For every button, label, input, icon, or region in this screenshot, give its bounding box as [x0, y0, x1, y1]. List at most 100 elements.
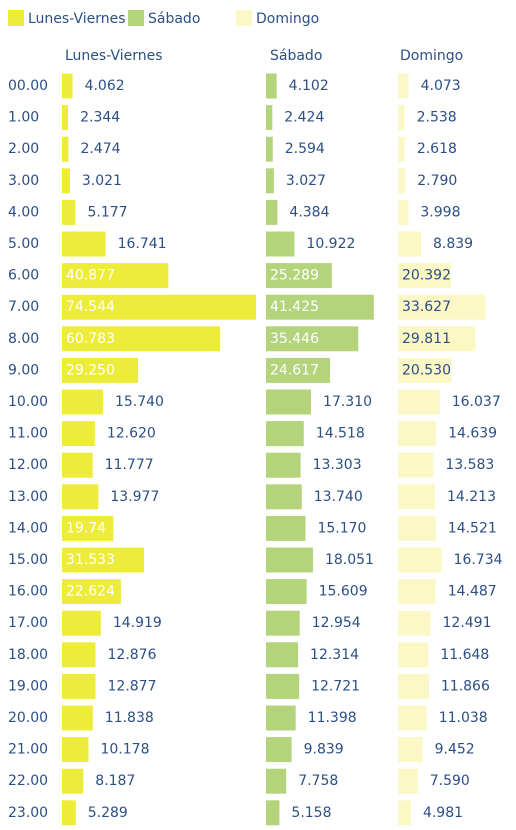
value-label: 2.594 — [285, 141, 325, 157]
bar — [62, 105, 69, 131]
value-label: 11.866 — [441, 678, 490, 694]
column-header: Lunes-Viernes — [65, 48, 163, 64]
value-label: 11.398 — [308, 710, 357, 726]
value-label: 3.021 — [82, 173, 122, 189]
bar — [62, 294, 256, 320]
bar — [398, 105, 405, 131]
value-label: 15.609 — [319, 584, 368, 600]
category-label: 16.00 — [8, 584, 48, 600]
value-label: 8.839 — [433, 236, 473, 252]
bar — [62, 199, 76, 225]
value-label: 10.178 — [100, 742, 149, 758]
category-label: 10.00 — [8, 394, 48, 410]
value-label: 12.954 — [312, 615, 361, 631]
legend-label: Lunes-Viernes — [28, 11, 126, 27]
bar — [398, 642, 429, 668]
value-label: 13.740 — [314, 489, 363, 505]
bar — [62, 673, 96, 699]
value-label: 8.187 — [95, 773, 135, 789]
value-label: 14.521 — [448, 520, 497, 536]
bar — [266, 673, 300, 699]
category-label: 7.00 — [8, 299, 39, 315]
legend-label: Sábado — [148, 11, 200, 27]
value-label: 5.289 — [88, 805, 128, 821]
bar — [266, 294, 374, 320]
category-label: 00.00 — [8, 78, 48, 94]
category-label: 14.00 — [8, 520, 48, 536]
value-label: 4.062 — [85, 78, 125, 94]
value-label: 16.741 — [118, 236, 167, 252]
bar — [398, 515, 436, 541]
category-label: 9.00 — [8, 362, 39, 378]
value-label: 20.392 — [402, 268, 451, 284]
category-label: 12.00 — [8, 457, 48, 473]
value-label: 10.922 — [306, 236, 355, 252]
bar — [266, 389, 312, 415]
legend-swatch — [128, 10, 144, 26]
value-label: 5.177 — [87, 204, 127, 220]
category-label: 22.00 — [8, 773, 48, 789]
category-label: 5.00 — [8, 236, 39, 252]
value-label: 20.530 — [402, 362, 451, 378]
bar — [398, 705, 427, 731]
value-label: 4.981 — [423, 805, 463, 821]
bar — [398, 199, 409, 225]
bar — [266, 452, 301, 478]
bar — [266, 421, 304, 447]
bar — [398, 452, 434, 478]
value-label: 13.583 — [445, 457, 494, 473]
value-label: 25.289 — [270, 268, 319, 284]
bar — [266, 768, 287, 794]
value-label: 3.027 — [286, 173, 326, 189]
bar — [266, 73, 277, 99]
bar — [62, 73, 73, 99]
value-label: 35.446 — [270, 331, 319, 347]
value-label: 14.518 — [316, 426, 365, 442]
category-label: 20.00 — [8, 710, 48, 726]
value-label: 2.790 — [417, 173, 457, 189]
bar — [266, 642, 299, 668]
bar — [398, 136, 405, 162]
bar — [266, 357, 331, 383]
bar — [266, 579, 307, 605]
column-header: Sábado — [270, 48, 322, 64]
bar — [62, 737, 89, 763]
category-label: 11.00 — [8, 426, 48, 442]
bar — [266, 105, 273, 131]
bar — [62, 579, 121, 605]
value-label: 41.425 — [270, 299, 319, 315]
category-label: 17.00 — [8, 615, 48, 631]
bar — [266, 199, 278, 225]
value-label: 16.734 — [454, 552, 503, 568]
value-label: 29.811 — [402, 331, 451, 347]
value-label: 11.838 — [105, 710, 154, 726]
bar — [62, 515, 114, 541]
value-label: 9.452 — [435, 742, 475, 758]
bar — [62, 357, 139, 383]
value-label: 2.344 — [80, 110, 120, 126]
value-label: 18.051 — [325, 552, 374, 568]
bar — [266, 515, 306, 541]
value-label: 14.919 — [113, 615, 162, 631]
category-label: 3.00 — [8, 173, 39, 189]
bar — [266, 326, 359, 352]
value-label: 12.877 — [108, 678, 157, 694]
bar — [62, 705, 93, 731]
value-label: 12.314 — [310, 647, 359, 663]
bar — [398, 547, 442, 573]
category-label: 4.00 — [8, 204, 39, 220]
bar — [398, 294, 486, 320]
value-label: 29.250 — [66, 362, 115, 378]
bar — [266, 705, 296, 731]
bar — [398, 73, 409, 99]
value-label: 4.073 — [421, 78, 461, 94]
value-label: 11.648 — [440, 647, 489, 663]
bar — [62, 768, 84, 794]
value-label: 13.977 — [110, 489, 159, 505]
value-label: 7.758 — [298, 773, 338, 789]
value-label: 3.998 — [420, 204, 460, 220]
bar — [398, 389, 440, 415]
value-label: 4.384 — [289, 204, 329, 220]
value-label: 12.620 — [107, 426, 156, 442]
